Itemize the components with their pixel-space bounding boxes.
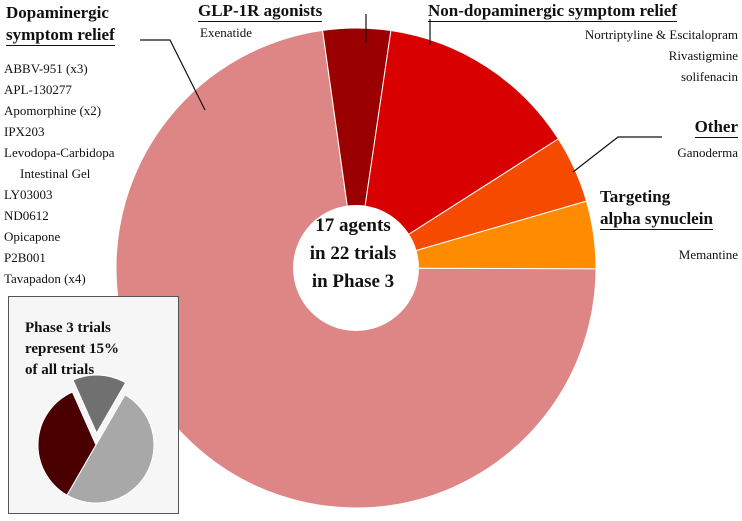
pie-slice (72, 374, 127, 435)
glp1-heading: GLP-1R agonists (198, 0, 323, 22)
dopaminergic-heading: Dopaminergic symptom relief (6, 2, 115, 46)
agent-item: IPX203 (4, 124, 45, 139)
inset-title-line: Phase 3 trials (25, 320, 111, 336)
alpha-heading: Targeting alpha synuclein (600, 186, 713, 230)
leader-lines (140, 14, 662, 173)
heading-line: symptom relief (6, 25, 115, 46)
inset-title: Phase 3 trials represent 15% of all tria… (25, 318, 119, 381)
other-agent: Ganoderma (677, 145, 738, 160)
center-line: 17 agents (315, 215, 391, 236)
agent-item: Opicapone (4, 229, 61, 244)
center-line: in Phase 3 (311, 271, 395, 292)
agent-item: Nortriptyline & Escitalopram (584, 27, 738, 42)
heading-line: Targeting (600, 187, 671, 206)
inset-title-line: of all trials (25, 362, 95, 378)
other-heading: Other (694, 116, 738, 138)
donut-slice (355, 29, 560, 270)
donut-center-label: 17 agents in 22 trials in Phase 3 (293, 212, 413, 296)
heading-line: alpha synuclein (600, 209, 713, 230)
donut-hole (293, 205, 419, 331)
nondopaminergic-heading: Non-dopaminergic symptom relief (428, 0, 677, 22)
agent-item: Rivastigmine (668, 48, 738, 63)
agent-item: ABBV-951 (x3) (4, 61, 88, 76)
center-line: in 22 trials (309, 243, 397, 264)
heading-text: Non-dopaminergic symptom relief (428, 1, 677, 22)
agent-item: APL-130277 (4, 82, 72, 97)
agent-item: LY03003 (4, 187, 53, 202)
heading-line: Dopaminergic (6, 3, 109, 22)
nondopaminergic-agent-list: Nortriptyline & Escitalopram Rivastigmin… (585, 24, 738, 87)
inset-pie-slices (37, 374, 155, 504)
agent-item: Levodopa-Carbidopa (4, 145, 115, 160)
alpha-agent: Memantine (678, 247, 738, 262)
inset-title-line: represent 15% (25, 341, 120, 357)
heading-text: GLP-1R agonists (198, 1, 323, 22)
agent-item: solifenacin (680, 69, 738, 84)
glp1-agent: Exenatide (200, 25, 252, 40)
agent-item: Tavapadon (x4) (4, 271, 86, 286)
agent-item: Apomorphine (x2) (4, 103, 102, 118)
agent-item: ND0612 (4, 208, 49, 223)
agent-item: P2B001 (4, 250, 46, 265)
pie-slice (66, 394, 155, 504)
heading-text: Other (694, 117, 738, 138)
agent-item: Intestinal Gel (20, 166, 91, 181)
dopaminergic-agent-list: ABBV-951 (x3) APL-130277 Apomorphine (x2… (4, 58, 114, 289)
